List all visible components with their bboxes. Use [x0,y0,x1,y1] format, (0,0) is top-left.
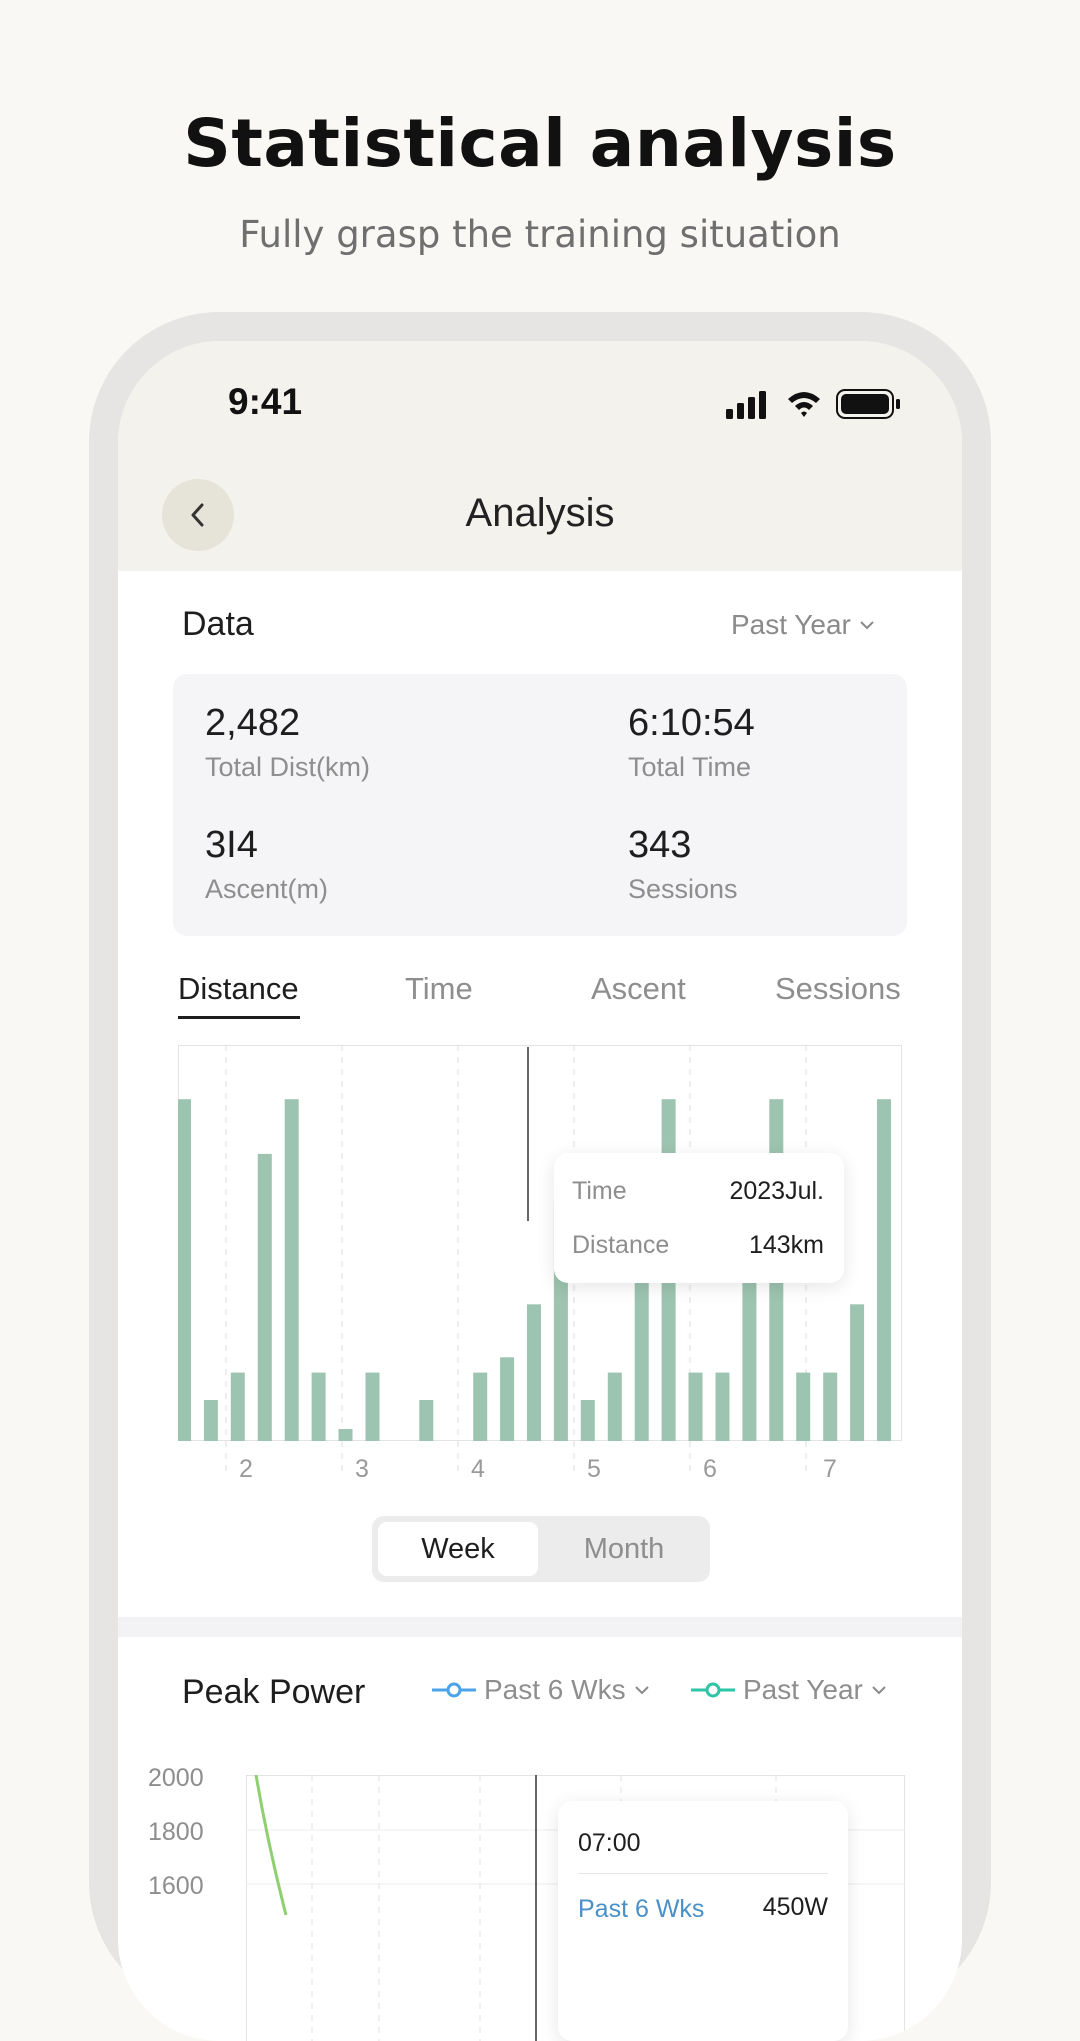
y-tick-label: 1800 [148,1818,198,1847]
legend-label: Past Year [743,1674,863,1706]
page-title: Analysis [118,491,962,536]
week-toggle-button[interactable]: Week [378,1522,538,1576]
tooltip-distance-value: 143km [749,1231,824,1260]
stat-value-ascent: 3I4 [205,824,258,867]
section-divider [118,1617,962,1637]
stat-value-sessions: 343 [628,824,691,867]
chart-bar [231,1373,245,1441]
tab-sessions[interactable]: Sessions [775,971,901,1007]
x-tick-label: 2 [239,1455,253,1484]
x-tick-label: 3 [355,1455,369,1484]
period-toggle: Week Month [372,1516,710,1582]
chart-bar [339,1429,353,1441]
peak-power-title: Peak Power [182,1673,365,1712]
hero-subtitle: Fully grasp the training situation [0,213,1080,256]
tab-time[interactable]: Time [405,971,473,1007]
chart-bar [258,1154,272,1441]
stat-value-time: 6:10:54 [628,702,755,745]
stat-value-distance: 2,482 [205,702,300,745]
chart-bar [581,1400,595,1441]
chart-bar [742,1270,756,1441]
stat-label-time: Total Time [628,752,751,783]
battery-icon [837,390,900,418]
chart-bar [419,1400,433,1441]
chart-bar [285,1099,299,1441]
chart-bar [204,1400,218,1441]
phone-screen: 9:41 Analysis Data Past Year 2,482 Tot [118,341,962,2041]
tooltip-time-value: 2023Jul. [729,1177,824,1206]
tooltip-distance-label: Distance [572,1231,669,1260]
peak-tooltip-series-value: 450W [763,1893,828,1922]
x-tick-label: 5 [587,1455,601,1484]
stats-card: 2,482 Total Dist(km) 6:10:54 Total Time … [173,674,907,936]
chart-bar [178,1099,191,1441]
data-section-title: Data [182,605,254,644]
legend-past-year[interactable]: Past Year [691,1674,887,1706]
chevron-down-icon [859,619,875,631]
stat-label-ascent: Ascent(m) [205,874,328,905]
active-tab-indicator [178,1016,300,1019]
status-icons [726,387,906,421]
range-dropdown[interactable]: Past Year [731,609,875,641]
chart-bar [473,1373,487,1441]
chart-bar [823,1373,837,1441]
tooltip-time-label: Time [572,1177,627,1206]
chart-bar [312,1373,326,1441]
tab-distance[interactable]: Distance [178,971,299,1007]
past-year-series-line [256,1775,286,1915]
x-tick-label: 6 [703,1455,717,1484]
stat-label-distance: Total Dist(km) [205,752,370,783]
legend-line-icon [691,1682,735,1698]
x-tick-label: 7 [823,1455,837,1484]
chart-bar [796,1373,810,1441]
header-area [118,341,962,571]
cellular-signal-icon [726,391,766,419]
legend-past-6-wks[interactable]: Past 6 Wks [432,1674,650,1706]
range-dropdown-label: Past Year [731,609,851,641]
tab-ascent[interactable]: Ascent [591,971,686,1007]
chart-bar [877,1099,891,1441]
chart-bar [716,1373,730,1441]
chart-bar [635,1270,649,1441]
chevron-down-icon [871,1684,887,1696]
legend-label: Past 6 Wks [484,1674,626,1706]
y-tick-label: 2000 [148,1764,198,1793]
chart-bar [689,1373,703,1441]
stat-label-sessions: Sessions [628,874,738,905]
peak-tooltip-time: 07:00 [578,1829,641,1858]
chart-bar [608,1373,622,1441]
chart-bar [850,1304,864,1441]
chart-bar [527,1304,541,1441]
chevron-down-icon [634,1684,650,1696]
chart-bar [500,1357,514,1441]
legend-line-icon [432,1682,476,1698]
x-tick-label: 4 [471,1455,485,1484]
status-time: 9:41 [228,381,302,423]
month-toggle-button[interactable]: Month [544,1522,704,1576]
peak-power-tooltip: 07:00 Past 6 Wks 450W [558,1801,848,2041]
chart-tooltip: Time 2023Jul. Distance 143km [554,1153,844,1283]
wifi-icon [788,392,820,417]
tooltip-divider [578,1873,828,1874]
hero-title: Statistical analysis [0,105,1080,182]
y-tick-label: 1600 [148,1872,198,1901]
chart-bar [366,1373,380,1441]
